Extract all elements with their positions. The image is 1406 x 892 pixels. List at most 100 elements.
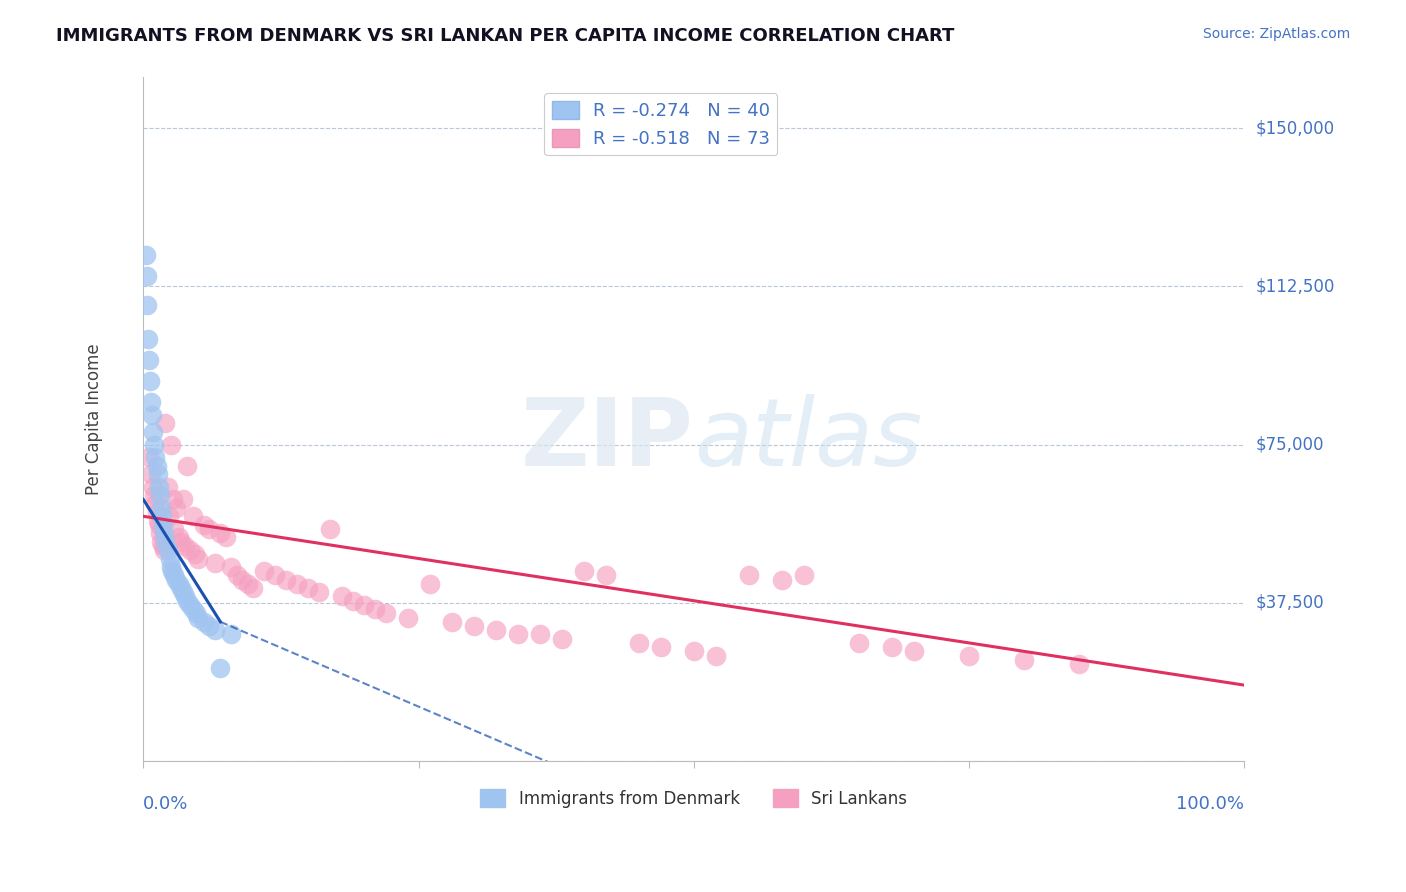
Point (682, 644, 704, 658)
Point (160, 437, 183, 451)
Point (198, 619, 221, 633)
Point (236, 577, 259, 591)
Point (172, 492, 194, 507)
Point (253, 564, 276, 578)
Point (374, 607, 396, 621)
Point (170, 534, 193, 549)
Point (770, 573, 793, 587)
Point (550, 632, 572, 646)
Point (142, 425, 165, 439)
Text: $75,000: $75,000 (1256, 435, 1324, 453)
Point (176, 458, 198, 473)
Point (152, 539, 174, 553)
Point (157, 509, 180, 524)
Point (193, 517, 215, 532)
Point (153, 543, 176, 558)
Point (149, 534, 172, 549)
Point (181, 602, 204, 616)
Point (184, 547, 207, 561)
Point (148, 480, 170, 494)
Point (627, 636, 650, 650)
Point (135, 298, 157, 312)
Text: $112,500: $112,500 (1256, 277, 1334, 295)
Point (187, 551, 209, 566)
Point (135, 248, 157, 262)
Point (308, 585, 330, 599)
Point (198, 522, 221, 536)
Legend: Immigrants from Denmark, Sri Lankans: Immigrants from Denmark, Sri Lankans (474, 783, 914, 814)
Text: Per Capita Income: Per Capita Income (84, 343, 103, 495)
Point (138, 353, 160, 368)
Point (485, 624, 508, 638)
Point (136, 332, 159, 346)
Point (221, 560, 243, 574)
Point (149, 500, 172, 515)
Point (848, 636, 870, 650)
Point (162, 492, 184, 507)
Point (155, 534, 177, 549)
Point (135, 268, 157, 283)
Point (793, 568, 815, 582)
Point (264, 568, 287, 582)
Point (170, 581, 193, 595)
Point (209, 661, 232, 675)
Point (193, 615, 215, 629)
Point (160, 560, 183, 574)
Point (145, 450, 167, 465)
Text: IMMIGRANTS FROM DENMARK VS SRI LANKAN PER CAPITA INCOME CORRELATION CHART: IMMIGRANTS FROM DENMARK VS SRI LANKAN PE… (56, 27, 955, 45)
Text: $37,500: $37,500 (1256, 594, 1324, 612)
Point (146, 467, 169, 482)
Point (209, 526, 232, 541)
Point (153, 526, 176, 541)
Point (179, 598, 201, 612)
Point (204, 556, 226, 570)
Point (167, 530, 190, 544)
Text: 100.0%: 100.0% (1177, 796, 1244, 814)
Point (319, 522, 342, 536)
Point (353, 598, 375, 612)
Text: atlas: atlas (693, 394, 922, 485)
Point (160, 564, 183, 578)
Text: 0.0%: 0.0% (143, 796, 188, 814)
Text: Source: ZipAtlas.com: Source: ZipAtlas.com (1202, 27, 1350, 41)
Point (186, 607, 208, 621)
Point (181, 509, 204, 524)
Point (880, 640, 903, 654)
Point (204, 624, 226, 638)
Point (363, 602, 385, 616)
Point (179, 543, 201, 558)
Point (155, 417, 177, 431)
Point (738, 568, 761, 582)
Point (143, 488, 166, 502)
Point (242, 581, 264, 595)
Point (1069, 657, 1091, 671)
Point (149, 526, 172, 541)
Point (396, 610, 419, 624)
Point (650, 640, 672, 654)
Point (152, 517, 174, 532)
Point (174, 590, 197, 604)
Point (595, 568, 617, 582)
Point (139, 374, 162, 388)
Point (226, 568, 249, 582)
Point (145, 497, 167, 511)
Point (342, 593, 364, 607)
Point (215, 530, 238, 544)
Point (903, 644, 925, 658)
Point (139, 395, 162, 409)
Point (139, 467, 162, 482)
Point (163, 568, 186, 582)
Point (506, 627, 529, 641)
Text: ZIP: ZIP (522, 393, 693, 486)
Point (231, 573, 253, 587)
Point (276, 573, 298, 587)
Point (167, 577, 190, 591)
Point (463, 619, 485, 633)
Point (149, 488, 172, 502)
Point (221, 627, 243, 641)
Point (145, 505, 167, 519)
Point (176, 593, 198, 607)
Point (172, 585, 194, 599)
Point (156, 480, 179, 494)
Point (165, 500, 187, 515)
